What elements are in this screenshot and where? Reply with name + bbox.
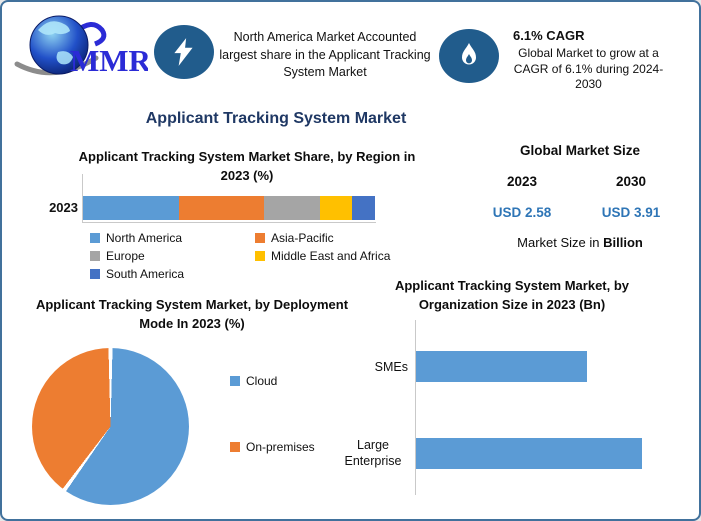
deployment-chart-title: Applicant Tracking System Market, by Dep…	[35, 297, 349, 331]
region-stacked-bar	[83, 196, 376, 220]
legend-label-middle-east-africa: Middle East and Africa	[271, 249, 391, 263]
region-x-axis-line	[82, 222, 376, 223]
legend-swatch-north-america	[90, 233, 100, 243]
bar-large-enterprise	[416, 438, 643, 469]
legend-item-on-premises: On-premises	[230, 440, 315, 454]
flame-badge	[439, 29, 499, 83]
market-size-year-start: 2023	[506, 174, 538, 189]
market-size-value-end: USD 3.91	[601, 205, 661, 220]
legend-swatch-cloud	[230, 376, 240, 386]
legend-item-north-america: North America	[90, 231, 182, 245]
page-title: Applicant Tracking System Market	[145, 110, 407, 127]
org-category-large-enterprise: Large Enterprise	[344, 438, 402, 468]
market-size-note: Market Size in Billion	[470, 235, 690, 250]
region-callout-text: North America Market Accounted largest s…	[219, 30, 431, 79]
legend-label-on-premises: On-premises	[246, 440, 315, 454]
market-size-value-start: USD 2.58	[492, 205, 552, 220]
market-size-year-end: 2030	[615, 174, 647, 189]
org-category-smes: SMEs	[374, 360, 408, 374]
legend-item-cloud: Cloud	[230, 374, 277, 388]
legend-swatch-asia-pacific	[255, 233, 265, 243]
legend-label-europe: Europe	[106, 249, 145, 263]
lightning-icon	[174, 38, 193, 66]
legend-label-asia-pacific: Asia-Pacific	[271, 231, 334, 245]
region-chart-title: Applicant Tracking System Market Share, …	[78, 149, 416, 183]
legend-swatch-on-premises	[230, 442, 240, 452]
region-y-axis-line	[82, 174, 83, 223]
legend-label-cloud: Cloud	[246, 374, 278, 388]
cagr-heading: 6.1% CAGR	[513, 28, 585, 43]
bar-smes	[416, 351, 587, 382]
legend-item-south-america: South America	[90, 267, 184, 281]
legend-swatch-south-america	[90, 269, 100, 279]
deployment-pie	[32, 348, 189, 505]
region-axis-category: 2023	[49, 200, 78, 215]
globe-land-south	[56, 51, 73, 65]
legend-label-south-america: South America	[106, 267, 185, 281]
logo-swoosh-blue	[74, 22, 107, 47]
org-plot	[415, 320, 693, 495]
market-size-note-prefix: Market Size in	[517, 235, 604, 250]
legend-item-middle-east-africa: Middle East and Africa	[255, 249, 390, 263]
legend-swatch-middle-east-africa	[255, 251, 265, 261]
market-size-heading: Global Market Size	[519, 143, 641, 158]
lightning-badge	[154, 25, 214, 79]
region-bar-segment	[179, 196, 265, 220]
legend-label-north-america: North America	[106, 231, 183, 245]
flame-icon	[462, 43, 476, 65]
legend-swatch-europe	[90, 251, 100, 261]
region-bar-segment	[319, 196, 352, 220]
cagr-body: Global Market to grow at a CAGR of 6.1% …	[513, 46, 664, 91]
region-bar-segment	[83, 196, 180, 220]
globe-land-north	[38, 21, 70, 35]
legend-item-asia-pacific: Asia-Pacific	[255, 231, 334, 245]
legend-item-europe: Europe	[90, 249, 145, 263]
org-chart-title: Applicant Tracking System Market, by Org…	[394, 278, 630, 312]
region-bar-segment	[351, 196, 376, 220]
market-size-note-unit: Billion	[603, 235, 643, 250]
region-bar-segment	[264, 196, 320, 220]
mmr-logo: MMR	[14, 15, 148, 78]
logo-text: MMR	[70, 43, 148, 78]
